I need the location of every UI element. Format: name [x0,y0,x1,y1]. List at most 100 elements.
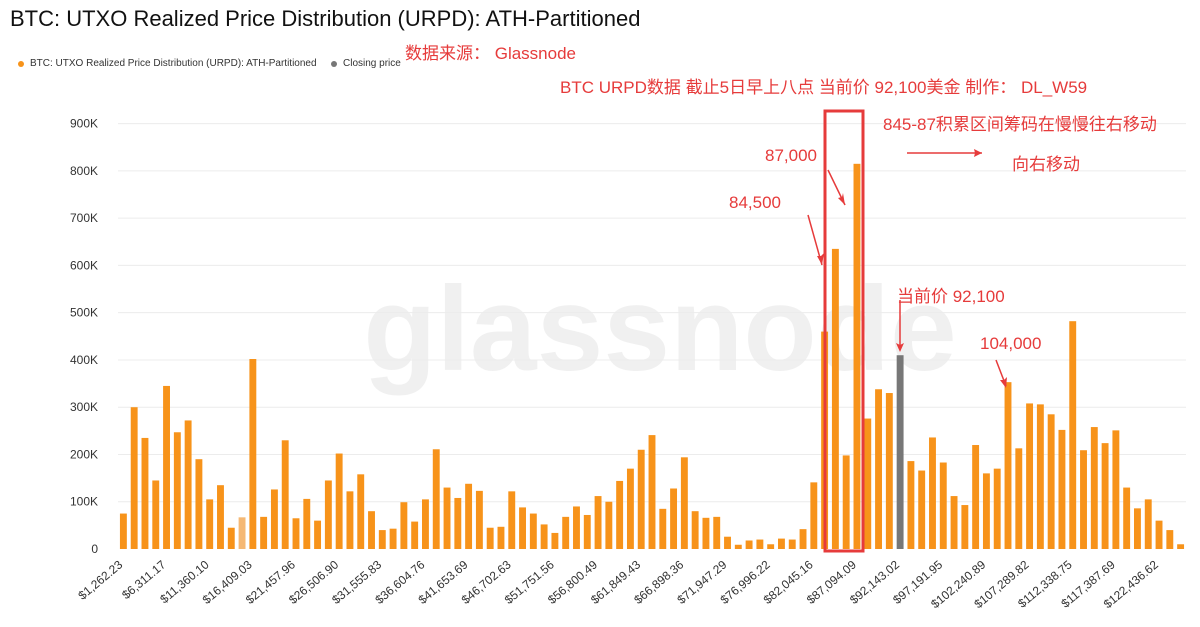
urpd-bar[interactable] [119,513,127,549]
urpd-bar[interactable] [368,511,375,549]
urpd-bar[interactable] [562,516,570,549]
urpd-bar[interactable] [389,528,397,549]
urpd-bar[interactable] [972,445,980,549]
urpd-bar[interactable] [659,508,667,549]
urpd-bar[interactable] [594,496,602,549]
urpd-bar[interactable] [1123,487,1131,549]
urpd-bar[interactable] [1015,448,1023,549]
urpd-bar[interactable] [281,440,289,549]
urpd-bar[interactable] [670,488,678,550]
urpd-bar[interactable] [163,385,170,549]
urpd-bar[interactable] [648,435,656,549]
urpd-bar[interactable] [249,359,257,549]
urpd-bar[interactable] [238,517,246,549]
urpd-bar[interactable] [724,536,731,549]
urpd-bar[interactable] [767,544,775,549]
urpd-bar[interactable] [885,393,893,549]
urpd-bar[interactable] [734,544,742,549]
urpd-bar[interactable] [529,513,537,549]
urpd-bar[interactable] [1144,499,1152,549]
urpd-bar[interactable] [1177,544,1185,549]
urpd-bar[interactable] [842,455,850,549]
urpd-bar[interactable] [1080,450,1087,549]
urpd-bar[interactable] [605,501,613,549]
urpd-bar[interactable] [691,511,699,549]
legend-item-urpd[interactable]: BTC: UTXO Realized Price Distribution (U… [18,58,317,69]
urpd-bar[interactable] [778,538,785,549]
urpd-bar[interactable] [929,437,936,549]
urpd-bar[interactable] [713,516,721,549]
urpd-bar[interactable] [432,449,440,549]
urpd-bar[interactable] [799,529,807,549]
urpd-bar[interactable] [907,461,915,549]
urpd-bar[interactable] [573,506,580,549]
urpd-bar[interactable] [217,485,224,549]
urpd-bar[interactable] [335,453,343,549]
urpd-bar[interactable] [400,502,408,549]
urpd-bar[interactable] [227,527,235,549]
urpd-bar[interactable] [1112,430,1120,549]
urpd-bar[interactable] [1026,403,1034,549]
urpd-bar[interactable] [1134,508,1141,549]
urpd-bar[interactable] [422,499,429,549]
urpd-bar[interactable] [950,496,958,549]
urpd-bar[interactable] [508,491,516,549]
urpd-bar[interactable] [831,248,839,549]
urpd-bar[interactable] [184,420,192,549]
urpd-bar[interactable] [130,407,138,549]
urpd-bar[interactable] [637,449,645,549]
urpd-bar[interactable] [745,540,753,549]
urpd-bar[interactable] [519,507,526,549]
urpd-bar[interactable] [616,480,624,549]
urpd-bar[interactable] [993,468,1001,549]
urpd-bar[interactable] [756,539,764,549]
urpd-bar[interactable] [961,505,969,549]
urpd-bar[interactable] [173,432,181,549]
urpd-bar[interactable] [788,539,796,549]
urpd-bar[interactable] [378,530,386,549]
urpd-bar[interactable] [475,490,483,549]
urpd-bar[interactable] [1069,321,1077,549]
urpd-bar[interactable] [680,457,688,549]
urpd-bar[interactable] [411,521,419,549]
urpd-bar[interactable] [357,474,365,549]
urpd-bar[interactable] [454,497,462,549]
urpd-bar[interactable] [443,487,451,549]
urpd-bar[interactable] [918,470,926,549]
urpd-bar[interactable] [260,516,268,549]
urpd-bar[interactable] [497,526,505,549]
urpd-bar[interactable] [195,459,203,549]
urpd-bar[interactable] [982,473,990,549]
urpd-bar[interactable] [1004,382,1012,549]
urpd-bar[interactable] [702,517,710,549]
urpd-bar[interactable] [324,480,332,549]
urpd-bar[interactable] [875,389,882,549]
urpd-bar[interactable] [152,480,160,549]
urpd-bar[interactable] [810,482,818,549]
urpd-bar[interactable] [303,498,311,549]
closing-price-bar[interactable] [896,355,904,549]
urpd-bar[interactable] [1047,414,1055,549]
urpd-bar[interactable] [206,499,214,549]
urpd-bar[interactable] [1155,520,1163,549]
urpd-bar[interactable] [292,518,300,549]
urpd-bar[interactable] [540,524,548,549]
urpd-bar[interactable] [1101,443,1109,549]
urpd-bar[interactable] [486,527,494,549]
urpd-bar[interactable] [141,437,149,549]
urpd-bar[interactable] [270,489,278,549]
urpd-bar[interactable] [583,514,591,549]
urpd-bar[interactable] [853,163,861,549]
urpd-bar[interactable] [626,468,634,549]
urpd-bar[interactable] [465,483,473,549]
urpd-bar[interactable] [551,532,559,549]
urpd-bar[interactable] [1166,530,1174,549]
urpd-bar[interactable] [1036,404,1044,549]
urpd-bar[interactable] [346,491,354,549]
urpd-bar[interactable] [1090,427,1098,549]
urpd-bar[interactable] [939,462,947,549]
legend-item-closing-price[interactable]: Closing price [331,58,401,69]
urpd-bar[interactable] [314,520,322,549]
urpd-bar[interactable] [1058,429,1066,549]
urpd-bar[interactable] [864,418,872,549]
